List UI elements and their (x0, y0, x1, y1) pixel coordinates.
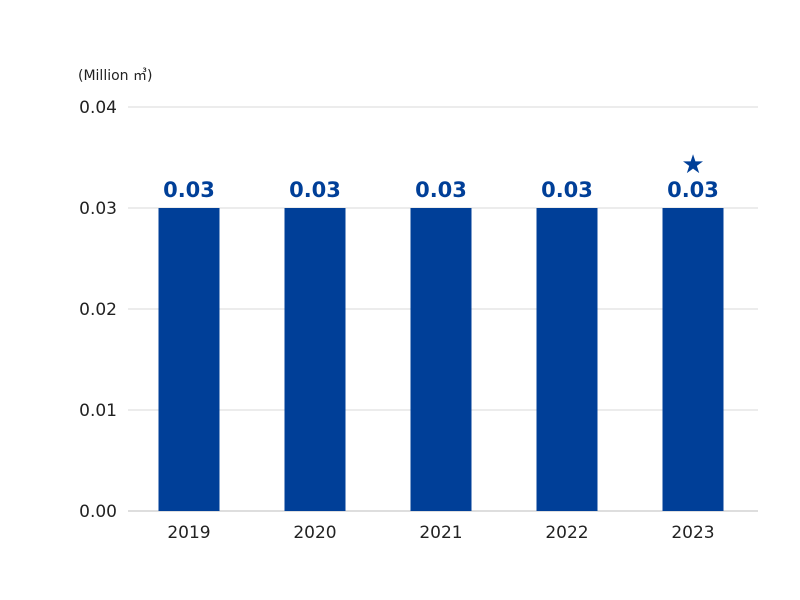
y-tick-label: 0.03 (79, 199, 117, 219)
bar-2022 (536, 208, 598, 511)
value-label-2022: 0.03 (541, 178, 593, 202)
value-label-2020: 0.03 (289, 178, 341, 202)
x-tick-label-2022: 2022 (545, 523, 588, 543)
y-tick-label: 0.00 (79, 502, 117, 522)
markers: ★ (681, 150, 704, 180)
bar-2020 (284, 208, 346, 511)
bar-2023 (662, 208, 724, 511)
bar-2021 (410, 208, 472, 511)
y-tick-label: 0.04 (79, 98, 117, 118)
star-icon: ★ (681, 150, 704, 180)
x-axis-ticks: 2019 2020 2021 2022 2023 (167, 523, 714, 543)
bars (158, 208, 724, 511)
value-label-2021: 0.03 (415, 178, 467, 202)
x-tick-label-2020: 2020 (293, 523, 336, 543)
value-labels: 0.03 0.03 0.03 0.03 0.03 (163, 178, 719, 202)
y-tick-label: 0.02 (79, 300, 117, 320)
x-tick-label-2019: 2019 (167, 523, 210, 543)
value-label-2019: 0.03 (163, 178, 215, 202)
value-label-2023: 0.03 (667, 178, 719, 202)
y-axis-ticks: 0.00 0.01 0.02 0.03 0.04 (79, 98, 117, 522)
x-tick-label-2021: 2021 (419, 523, 462, 543)
y-tick-label: 0.01 (79, 401, 117, 421)
x-tick-label-2023: 2023 (671, 523, 714, 543)
bar-2019 (158, 208, 220, 511)
y-axis-unit-label: (Million ㎥) (78, 68, 152, 84)
